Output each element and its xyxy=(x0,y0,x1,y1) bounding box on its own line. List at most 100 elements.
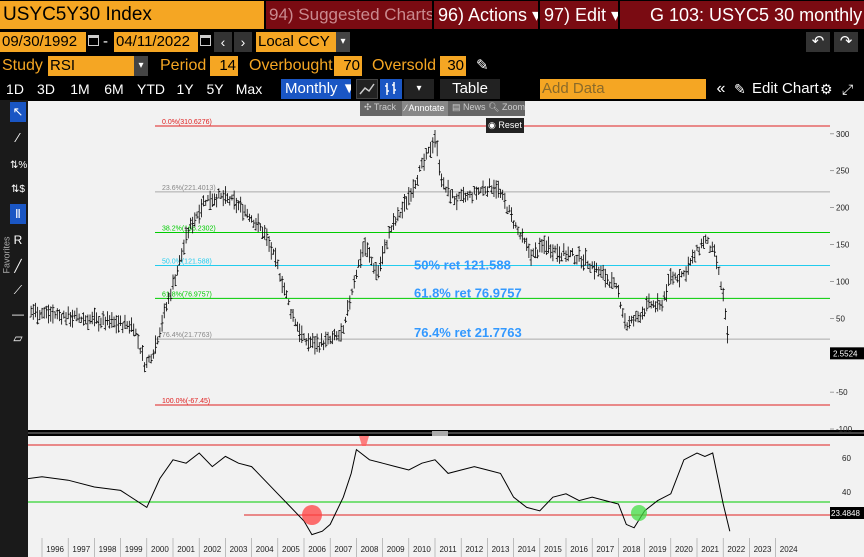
news-button[interactable]: ▤ News xyxy=(452,102,486,113)
chevron-down-icon[interactable]: ▾ xyxy=(336,32,350,52)
cursor-icon[interactable]: ↖ xyxy=(10,102,26,122)
period-button-ytd[interactable]: YTD xyxy=(137,81,165,97)
chevron-right-icon[interactable]: › xyxy=(234,32,252,52)
period-button-1m[interactable]: 1M xyxy=(70,81,90,97)
overbought-label: Overbought xyxy=(249,57,333,74)
year-label: 2021 xyxy=(701,545,719,554)
annotate-button[interactable]: ∕ Annotate xyxy=(402,101,448,116)
price-tick-label: 150 xyxy=(836,241,850,250)
price-tick-label: 300 xyxy=(836,130,850,139)
year-label: 2007 xyxy=(334,545,352,554)
retracement-annotation[interactable]: 61.8% ret 76.9757 xyxy=(414,285,522,300)
chart-area[interactable]: 0.0%(310.6276) 23.6%(221.4013) 38.2%(166.2… xyxy=(0,100,864,557)
year-label: 2020 xyxy=(675,545,693,554)
price-tick-label: 100 xyxy=(836,277,850,286)
price-axis-background xyxy=(832,101,864,430)
retracement-annotation[interactable]: 50% ret 121.588 xyxy=(414,258,511,273)
pencil-icon[interactable]: ✎ xyxy=(476,57,489,74)
price-tick-label: 50 xyxy=(836,314,845,323)
collapse-left-icon[interactable]: « xyxy=(716,80,726,97)
zoom-icon: 🔍︎ xyxy=(488,102,500,112)
price-tool-icon[interactable]: ⇅$ xyxy=(11,184,25,195)
year-label: 2011 xyxy=(439,545,457,554)
period-button-1d[interactable]: 1D xyxy=(6,81,24,97)
reset-button[interactable]: ◉ Reset xyxy=(486,118,524,133)
pen-tool-icon[interactable]: ╱ xyxy=(14,259,22,273)
table-button[interactable]: Table xyxy=(440,79,500,99)
calendar-icon[interactable] xyxy=(200,35,211,46)
favorites-label[interactable]: Favorites xyxy=(1,236,12,274)
study-select[interactable]: RSI xyxy=(48,56,134,76)
year-label: 2013 xyxy=(492,545,510,554)
study-bar: Study RSI ▾ Period 14 Overbought 70 Over… xyxy=(0,54,864,78)
year-label: 2002 xyxy=(203,545,221,554)
rsi-line[interactable] xyxy=(0,448,731,536)
year-label: 2004 xyxy=(256,545,274,554)
edit-menu-button[interactable]: 97) Edit ▾ xyxy=(540,1,618,29)
oversold-input[interactable]: 30 xyxy=(440,56,466,76)
track-button[interactable]: ✣ Track xyxy=(364,102,396,113)
period-input[interactable]: 14 xyxy=(210,56,238,76)
calendar-icon[interactable] xyxy=(88,35,99,46)
year-label: 2001 xyxy=(177,545,195,554)
annotate-icon: ∕ xyxy=(405,103,407,113)
start-date-field[interactable]: 09/30/1992 xyxy=(0,32,86,52)
year-label: 2005 xyxy=(282,545,300,554)
expand-icon[interactable]: ⤢ xyxy=(842,81,854,97)
channel-tool-icon[interactable]: ▱ xyxy=(13,331,23,345)
chevron-down-icon[interactable]: ▾ xyxy=(134,56,148,76)
edit-chart-button[interactable]: Edit Chart xyxy=(752,80,819,97)
overbought-input[interactable]: 70 xyxy=(334,56,362,76)
period-button-5y[interactable]: 5Y xyxy=(206,81,224,97)
retracement-tool-icon[interactable]: R xyxy=(13,233,23,247)
year-label: 2000 xyxy=(151,545,169,554)
fib-label: 38.2%(166.2302) xyxy=(162,226,216,233)
retracement-annotation[interactable]: 76.4% ret 21.7763 xyxy=(414,325,522,340)
percent-tool-icon[interactable]: ⇅% xyxy=(10,160,28,171)
title-bar: USYC5Y30 Index 94) Suggested Charts 96) … xyxy=(0,0,864,30)
add-data-input[interactable]: Add Data xyxy=(540,79,706,99)
fib-label: 23.6%(221.4013) xyxy=(162,185,216,192)
actions-menu-button[interactable]: 96) Actions ▾ xyxy=(434,1,538,29)
period-label: Period xyxy=(160,57,207,74)
last-price-label: 2.5524 xyxy=(833,349,858,358)
ohlc-bar-icon[interactable] xyxy=(380,79,402,99)
period-button-3d[interactable]: 3D xyxy=(37,81,55,97)
period-button-6m[interactable]: 6M xyxy=(104,81,124,97)
annotate-label: Annotate xyxy=(408,103,445,113)
undo-icon[interactable]: ↶ xyxy=(806,32,830,52)
toolbar: 1D 3D 1M 6M YTD 1Y 5Y Max Monthly ▼ ▾ Table Add… xyxy=(0,78,864,100)
end-date-field[interactable]: 04/11/2022 xyxy=(114,32,198,52)
rsi-oversold-highlight xyxy=(302,505,322,525)
chevron-left-icon[interactable]: ‹ xyxy=(214,32,232,52)
pane-resize-handle[interactable] xyxy=(432,431,448,436)
year-label: 2014 xyxy=(518,545,536,554)
suggested-charts-button[interactable]: 94) Suggested Charts xyxy=(266,1,432,29)
frequency-select[interactable]: Monthly ▼ xyxy=(281,79,351,99)
year-label: 1999 xyxy=(125,545,143,554)
drawing-tool-strip: ↖ ∕ ⇅% ⇅$ Ⅱ R ╱ ⟋ — ▱ Favorites xyxy=(0,100,28,557)
rsi-overbought-highlight xyxy=(359,436,369,446)
year-label: 1998 xyxy=(99,545,117,554)
trend-tool-icon[interactable]: ⟋ xyxy=(13,283,23,297)
chevron-down-icon[interactable]: ▾ xyxy=(404,79,434,99)
year-label: 2008 xyxy=(361,545,379,554)
line-chart-icon[interactable] xyxy=(356,79,378,99)
fib-label: 76.4%(21.7763) xyxy=(162,332,212,339)
reset-icon: ◉ xyxy=(488,120,496,130)
fib-label: 50.0%(121.588) xyxy=(162,259,212,266)
rsi-last-label: 23.4848 xyxy=(831,509,860,518)
period-button-1y[interactable]: 1Y xyxy=(176,81,194,97)
draw-line-icon[interactable]: ∕ xyxy=(16,130,20,145)
track-label: Track xyxy=(373,102,397,112)
fibonacci-tool-icon[interactable]: Ⅱ xyxy=(10,204,26,224)
horizontal-line-icon[interactable]: — xyxy=(12,307,24,321)
redo-icon[interactable]: ↷ xyxy=(834,32,858,52)
zoom-button[interactable]: 🔍︎ Zoom xyxy=(488,102,525,113)
ticker-field[interactable]: USYC5Y30 Index xyxy=(0,1,264,29)
year-label: 1996 xyxy=(46,545,64,554)
settings-icon[interactable]: ⚙ xyxy=(820,81,833,97)
pencil-icon[interactable]: ✎ xyxy=(734,81,746,97)
period-button-max[interactable]: Max xyxy=(235,81,263,97)
currency-select[interactable]: Local CCY xyxy=(256,32,336,52)
